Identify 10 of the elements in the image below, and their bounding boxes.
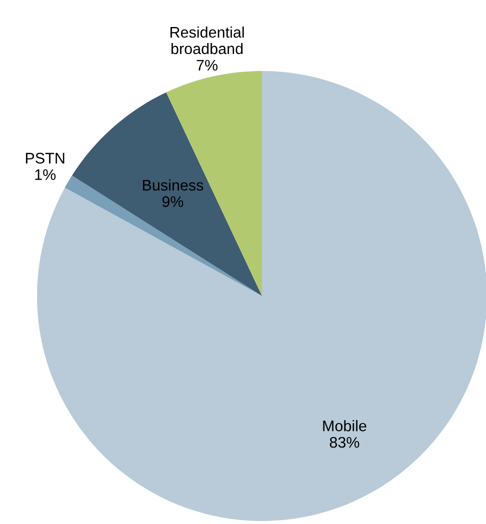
- slice-label: Mobile: [323, 420, 366, 432]
- slice-label: PSTN: [26, 152, 64, 164]
- data-label: 1%: [35, 169, 56, 180]
- data-label: 7%: [196, 60, 218, 71]
- data-label: 9%: [162, 196, 184, 208]
- pie-slice: [72, 92, 262, 296]
- pie-slice: [64, 175, 262, 296]
- slice-label: Residential broadband: [170, 26, 244, 54]
- data-label: 83%: [330, 436, 360, 448]
- slice-label: Business: [142, 179, 204, 191]
